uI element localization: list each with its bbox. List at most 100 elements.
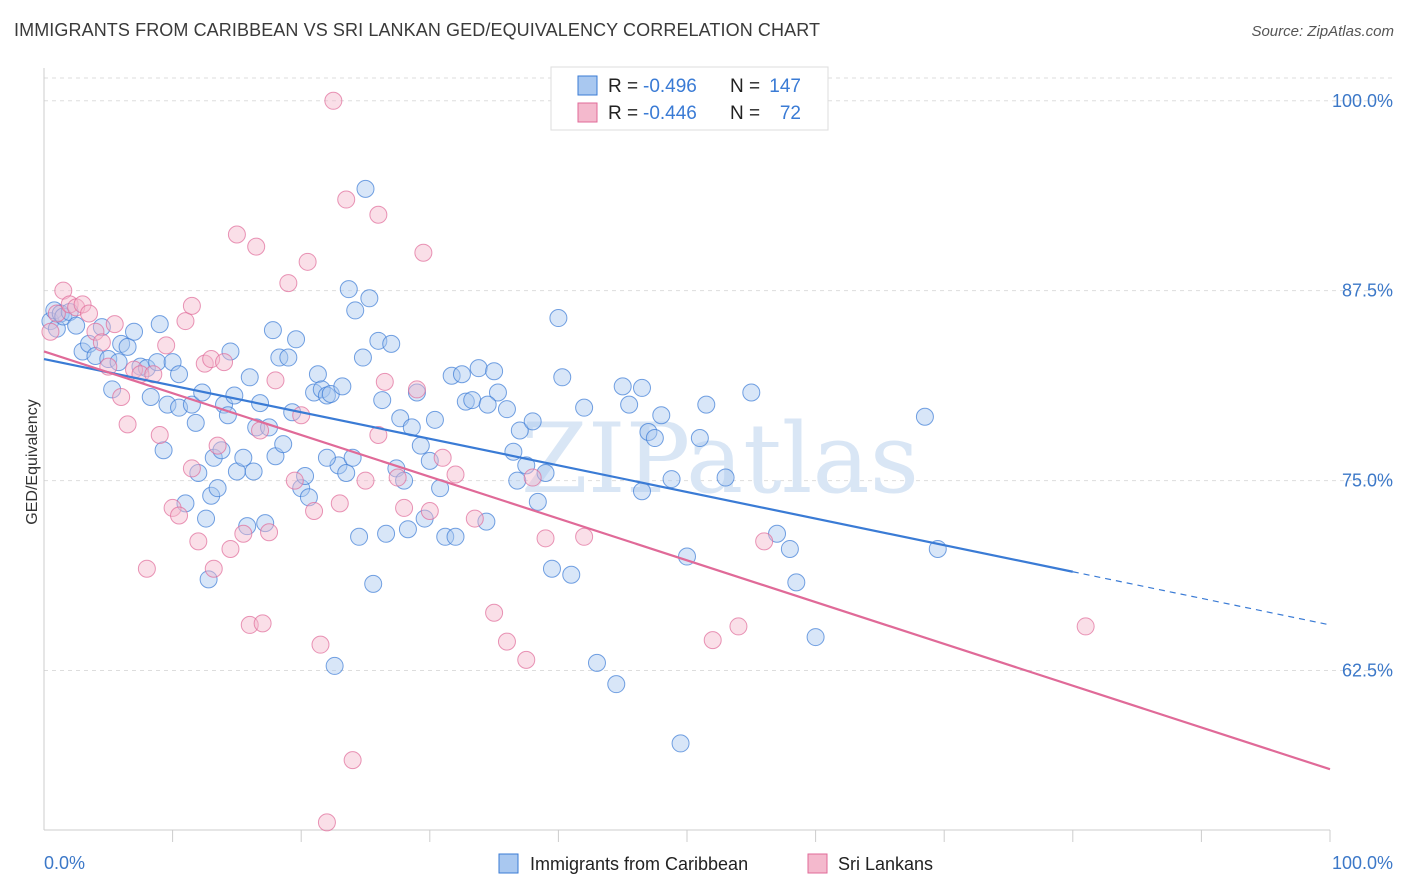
data-point-caribbean xyxy=(510,421,529,440)
data-point-caribbean xyxy=(652,406,671,425)
trend-line-caribbean xyxy=(43,357,1074,573)
data-point-caribbean xyxy=(382,334,401,353)
data-point-caribbean xyxy=(411,436,430,455)
data-point-srilankan xyxy=(337,190,356,209)
data-point-caribbean xyxy=(373,391,392,410)
data-point-caribbean xyxy=(197,509,216,528)
legend-label-caribbean: Immigrants from Caribbean xyxy=(530,854,748,874)
data-point-caribbean xyxy=(337,463,356,482)
stats-n-value-1: 147 xyxy=(769,76,801,97)
stats-r-value-1: -0.496 xyxy=(643,76,697,97)
data-point-caribbean xyxy=(575,398,594,417)
data-point-srilankan xyxy=(375,372,394,391)
data-point-caribbean xyxy=(125,322,144,341)
data-point-caribbean xyxy=(742,383,761,402)
trend-line-srilankan xyxy=(43,350,1331,771)
data-point-srilankan xyxy=(755,532,774,551)
data-point-srilankan xyxy=(215,353,234,372)
legend-swatch-blue xyxy=(577,75,598,96)
x-tick-labels: 0.0% 100.0% xyxy=(44,853,1393,873)
data-point-caribbean xyxy=(613,377,632,396)
data-point-caribbean xyxy=(202,486,221,505)
data-point-srilankan xyxy=(260,523,279,542)
bottom-legend: Immigrants from Caribbean Sri Lankans xyxy=(498,853,933,874)
data-point-srilankan xyxy=(73,295,92,314)
data-point-srilankan xyxy=(227,225,246,244)
data-point-caribbean xyxy=(425,410,444,429)
stats-r-label-1: R = xyxy=(608,76,638,97)
data-point-caribbean xyxy=(469,359,488,378)
data-point-srilankan xyxy=(105,315,124,334)
data-point-caribbean xyxy=(234,448,253,467)
data-point-caribbean xyxy=(325,656,344,675)
data-point-caribbean xyxy=(244,462,263,481)
data-point-caribbean xyxy=(607,675,626,694)
data-point-srilankan xyxy=(575,527,594,546)
data-point-srilankan xyxy=(298,252,317,271)
data-point-caribbean xyxy=(697,395,716,414)
data-point-caribbean xyxy=(154,441,173,460)
data-point-srilankan xyxy=(92,333,111,352)
data-point-srilankan xyxy=(208,436,227,455)
data-point-caribbean xyxy=(508,471,527,490)
data-point-caribbean xyxy=(523,412,542,431)
data-point-srilankan xyxy=(536,529,555,548)
data-point-caribbean xyxy=(67,316,86,335)
data-point-caribbean xyxy=(109,353,128,372)
data-point-caribbean xyxy=(488,383,507,402)
data-point-srilankan xyxy=(324,91,343,110)
data-point-caribbean xyxy=(553,368,572,387)
data-point-srilankan xyxy=(80,304,99,323)
data-point-srilankan xyxy=(137,559,156,578)
data-point-caribbean xyxy=(645,429,664,448)
data-point-caribbean xyxy=(780,539,799,558)
series-srilankan-points xyxy=(41,91,1095,832)
data-point-caribbean xyxy=(150,315,169,334)
data-point-srilankan xyxy=(189,532,208,551)
data-point-caribbean xyxy=(364,574,383,593)
data-point-caribbean xyxy=(148,353,167,372)
data-point-caribbean xyxy=(218,406,237,425)
data-point-srilankan xyxy=(369,426,388,445)
data-point-srilankan xyxy=(157,336,176,355)
data-point-caribbean xyxy=(463,391,482,410)
stats-r-value-2: -0.446 xyxy=(643,103,697,124)
data-point-caribbean xyxy=(170,365,189,384)
legend-swatch-pink xyxy=(577,102,598,123)
data-point-srilankan xyxy=(343,751,362,770)
data-point-caribbean xyxy=(225,386,244,405)
data-point-srilankan xyxy=(311,635,330,654)
data-point-srilankan xyxy=(433,448,452,467)
data-point-srilankan xyxy=(1076,617,1095,636)
data-point-caribbean xyxy=(446,527,465,546)
data-point-caribbean xyxy=(346,301,365,320)
data-point-srilankan xyxy=(305,501,324,520)
data-point-srilankan xyxy=(204,559,223,578)
data-point-caribbean xyxy=(221,342,240,361)
data-point-srilankan xyxy=(523,468,542,487)
data-point-caribbean xyxy=(99,350,118,369)
data-point-srilankan xyxy=(266,371,285,390)
axes xyxy=(43,68,1331,842)
data-point-caribbean xyxy=(287,330,306,349)
data-point-caribbean xyxy=(158,395,177,414)
data-point-srilankan xyxy=(485,603,504,622)
y-axis-title: GED/Equivalency xyxy=(24,399,41,524)
data-point-srilankan xyxy=(41,322,60,341)
data-point-caribbean xyxy=(360,289,379,308)
data-point-caribbean xyxy=(353,348,372,367)
legend-swatch-caribbean xyxy=(498,853,519,874)
stats-r-label-2: R = xyxy=(608,103,638,124)
data-point-caribbean xyxy=(620,395,639,414)
data-point-caribbean xyxy=(339,280,358,299)
data-point-srilankan xyxy=(517,650,536,669)
data-point-caribbean xyxy=(299,488,318,507)
data-point-caribbean xyxy=(51,304,70,323)
data-point-caribbean xyxy=(263,321,282,340)
data-point-caribbean xyxy=(312,380,331,399)
data-point-srilankan xyxy=(292,406,311,425)
watermark: ZIPatlas xyxy=(521,403,919,515)
stats-legend: R = -0.496 N = 147 R = -0.446 N = 72 xyxy=(550,66,829,131)
data-point-srilankan xyxy=(234,524,253,543)
data-point-caribbean xyxy=(632,378,651,397)
